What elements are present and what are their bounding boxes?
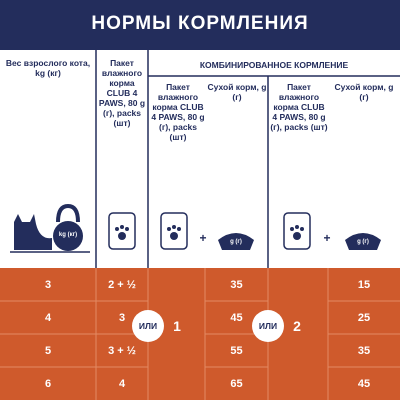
kettlebell-icon bbox=[53, 203, 83, 251]
column-header: Пакет влажного корма CLUB 4 PAWS, 80 g (… bbox=[151, 82, 205, 142]
plus: + bbox=[199, 231, 207, 245]
column-header: Пакет влажного корма CLUB 4 PAWS, 80 g (… bbox=[270, 82, 328, 132]
option-number: 2 bbox=[293, 318, 301, 334]
bowl-label: g (г) bbox=[357, 239, 369, 245]
cat-icon bbox=[10, 214, 90, 253]
cell: 3 bbox=[44, 279, 52, 291]
option-number: 1 bbox=[173, 318, 181, 334]
cell: 3 + ½ bbox=[108, 345, 136, 357]
cell: 65 bbox=[230, 378, 243, 390]
bowl-icons bbox=[218, 233, 381, 250]
column-header: Пакет влажного корма CLUB 4 PAWS, 80 g (… bbox=[98, 58, 146, 128]
bowl-label: g (г) bbox=[230, 239, 242, 245]
cell: 45 bbox=[230, 312, 243, 324]
cell: 3 bbox=[118, 312, 126, 324]
cell: 4 bbox=[118, 378, 126, 390]
title-band bbox=[0, 0, 400, 50]
or-circles bbox=[132, 310, 284, 342]
cell: 25 bbox=[357, 312, 371, 324]
cell: 5 bbox=[44, 345, 52, 357]
column-header: Сухой корм, g (г) bbox=[334, 82, 394, 102]
cell: 4 bbox=[44, 312, 52, 324]
or-label: ИЛИ bbox=[258, 321, 278, 331]
column-header: Сухой корм, g (г) bbox=[207, 82, 267, 102]
header-lines bbox=[95, 50, 400, 268]
title: НОРМЫ КОРМЛЕНИЯ bbox=[91, 13, 309, 34]
cell: 6 bbox=[44, 378, 52, 390]
packet-icons bbox=[108, 212, 311, 250]
cell: 35 bbox=[357, 345, 371, 357]
or-label: ИЛИ bbox=[138, 321, 158, 331]
column-header: Вес взрослого кота, kg (кг) bbox=[5, 58, 91, 78]
kettlebell-label: kg (кг) bbox=[58, 232, 78, 238]
cell: 45 bbox=[357, 378, 371, 390]
paw-icons bbox=[115, 225, 304, 240]
group-header: КОМБИНИРОВАННОЕ КОРМЛЕНИЕ bbox=[199, 60, 349, 70]
plus: + bbox=[323, 231, 331, 245]
cell: 2 + ½ bbox=[108, 279, 136, 291]
cell: 55 bbox=[230, 345, 243, 357]
cell: 35 bbox=[230, 279, 243, 291]
cell: 15 bbox=[357, 279, 371, 291]
